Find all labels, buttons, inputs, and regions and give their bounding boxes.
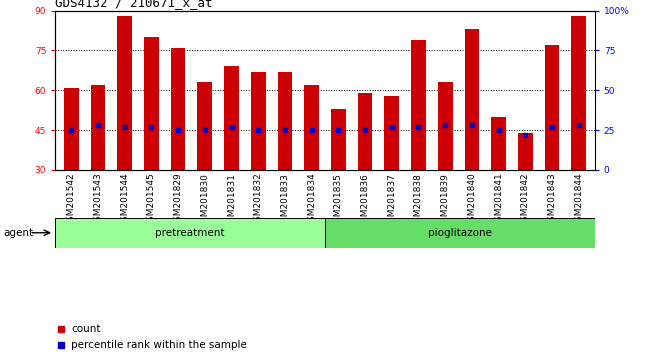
Bar [411, 40, 426, 170]
Bar [251, 72, 266, 170]
Bar [331, 109, 346, 170]
Bar [325, 218, 595, 248]
Bar [545, 45, 560, 170]
Text: count: count [72, 324, 101, 333]
Bar [358, 93, 372, 170]
Text: agent: agent [3, 228, 33, 238]
Bar [144, 37, 159, 170]
Bar [278, 72, 292, 170]
Bar [384, 96, 399, 170]
Text: percentile rank within the sample: percentile rank within the sample [72, 340, 247, 350]
Bar [64, 88, 79, 170]
Bar [571, 16, 586, 170]
Bar [118, 16, 132, 170]
Bar [518, 133, 532, 170]
Text: pretreatment: pretreatment [155, 228, 225, 238]
Bar [198, 82, 212, 170]
Text: GDS4132 / 210671_x_at: GDS4132 / 210671_x_at [55, 0, 213, 10]
Bar [171, 48, 185, 170]
Bar [304, 85, 319, 170]
Bar [491, 117, 506, 170]
Bar [465, 29, 479, 170]
Bar [224, 67, 239, 170]
Bar [90, 85, 105, 170]
Bar [438, 82, 452, 170]
Text: pioglitazone: pioglitazone [428, 228, 492, 238]
Bar [55, 218, 325, 248]
